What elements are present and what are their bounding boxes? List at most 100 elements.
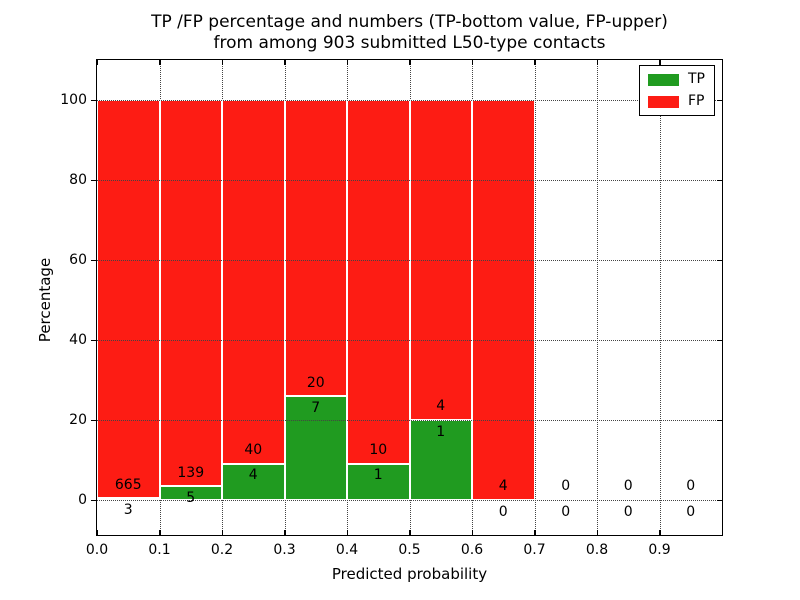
fp-count-label: 0 <box>561 478 571 495</box>
x-tick-bottom <box>596 530 598 535</box>
x-tick-top <box>409 60 411 65</box>
x-tick-top <box>159 60 161 65</box>
tp-count-label: 0 <box>561 503 571 520</box>
x-tick-label: 0.5 <box>398 542 421 558</box>
fp-count-label: 4 <box>436 398 446 415</box>
x-tick-label: 0.8 <box>585 542 609 558</box>
y-tick-right <box>717 99 722 101</box>
x-tick-top <box>96 60 98 65</box>
y-tick-right <box>717 259 722 261</box>
x-tick-top <box>596 60 598 65</box>
x-tick-label: 0.4 <box>335 542 359 558</box>
x-gridline <box>597 60 598 535</box>
x-tick-top <box>534 60 536 65</box>
bar-fp <box>472 100 535 500</box>
bar-fp <box>347 100 410 464</box>
x-tick-top <box>659 60 661 65</box>
x-tick-bottom <box>96 530 98 535</box>
y-gridline <box>97 420 722 421</box>
x-gridline <box>534 60 536 535</box>
legend-item: TP <box>648 72 705 87</box>
bar-tp <box>222 463 285 500</box>
fp-count-label: 10 <box>369 442 388 459</box>
tp-count-label: 1 <box>373 467 383 484</box>
y-tick-right <box>717 419 722 421</box>
x-tick-label: 0.1 <box>148 542 171 558</box>
tp-count-label: 0 <box>686 503 696 520</box>
x-tick-bottom <box>471 530 473 535</box>
y-gridline <box>97 340 722 341</box>
y-tick-left <box>91 179 97 181</box>
y-tick-left <box>91 419 97 421</box>
tp-count-label: 0 <box>623 503 633 520</box>
y-gridline <box>97 500 722 501</box>
y-tick-label: 100 <box>60 92 87 108</box>
bar-tp <box>97 498 160 501</box>
y-gridline <box>97 100 722 101</box>
x-tick-top <box>471 60 473 65</box>
y-tick-left <box>91 259 97 261</box>
y-gridline <box>97 180 722 181</box>
x-tick-label: 0.0 <box>85 542 109 558</box>
tp-count-label: 7 <box>311 399 321 416</box>
tp-count-label: 0 <box>498 503 508 520</box>
y-tick-right <box>717 499 722 501</box>
legend-item: FP <box>648 94 705 109</box>
fp-count-label: 0 <box>623 478 633 495</box>
fp-count-label: 20 <box>306 374 325 391</box>
y-tick-left <box>91 339 97 341</box>
bar-tp <box>347 463 410 500</box>
legend-swatch-tp <box>648 73 679 86</box>
bar-tp <box>284 396 347 500</box>
legend: TP FP <box>639 65 715 116</box>
y-tick-right <box>717 339 722 341</box>
x-tick-bottom <box>284 530 286 535</box>
y-tick-label: 40 <box>69 332 87 348</box>
x-tick-label: 0.7 <box>523 542 546 558</box>
x-tick-bottom <box>221 530 223 535</box>
chart-title-line2: from among 903 submitted L50-type contac… <box>213 33 606 53</box>
y-tick-label: 60 <box>69 252 87 268</box>
y-tick-left <box>91 499 97 501</box>
x-tick-top <box>284 60 286 65</box>
bar-fp <box>97 100 160 499</box>
tp-count-label: 5 <box>186 489 196 506</box>
x-tick-top <box>221 60 223 65</box>
bar-fp <box>159 100 222 487</box>
y-tick-left <box>91 99 97 101</box>
legend-label: TP <box>688 71 705 87</box>
bar-fp <box>284 100 347 397</box>
x-tick-label: 0.2 <box>210 542 234 558</box>
tp-count-label: 4 <box>248 467 258 484</box>
x-tick-label: 0.3 <box>273 542 296 558</box>
chart-title-line1: TP /FP percentage and numbers (TP-bottom… <box>151 12 668 32</box>
fp-count-label: 139 <box>177 464 205 481</box>
y-tick-right <box>717 179 722 181</box>
y-tick-label: 20 <box>69 412 87 428</box>
x-axis-label: Predicted probability <box>331 565 488 583</box>
y-gridline <box>97 260 722 261</box>
fp-count-label: 665 <box>114 476 142 493</box>
legend-label: FP <box>688 93 705 109</box>
y-tick-label: 0 <box>78 492 87 508</box>
x-tick-label: 0.9 <box>648 542 671 558</box>
x-tick-bottom <box>534 530 536 535</box>
x-tick-bottom <box>409 530 411 535</box>
y-tick-label: 80 <box>69 172 87 188</box>
x-tick-bottom <box>346 530 348 535</box>
chart-title: TP /FP percentage and numbers (TP-bottom… <box>97 12 722 54</box>
x-tick-label: 0.6 <box>460 542 484 558</box>
bar-tp <box>159 486 222 500</box>
y-axis-label: Percentage <box>36 257 54 343</box>
tp-count-label: 1 <box>436 423 446 440</box>
fp-count-label: 0 <box>686 478 696 495</box>
legend-swatch-fp <box>648 95 679 108</box>
tp-count-label: 3 <box>123 501 133 518</box>
bar-fp <box>222 100 285 464</box>
x-tick-top <box>346 60 348 65</box>
plot-area: TP FP 665 3 139 5 40 4 20 7 10 1 4 1 4 0 0 0 0 0 0 0 0.0 0.1 0.… <box>60 59 723 558</box>
x-tick-bottom <box>159 530 161 535</box>
x-gridline <box>659 60 661 535</box>
x-tick-bottom <box>659 530 661 535</box>
